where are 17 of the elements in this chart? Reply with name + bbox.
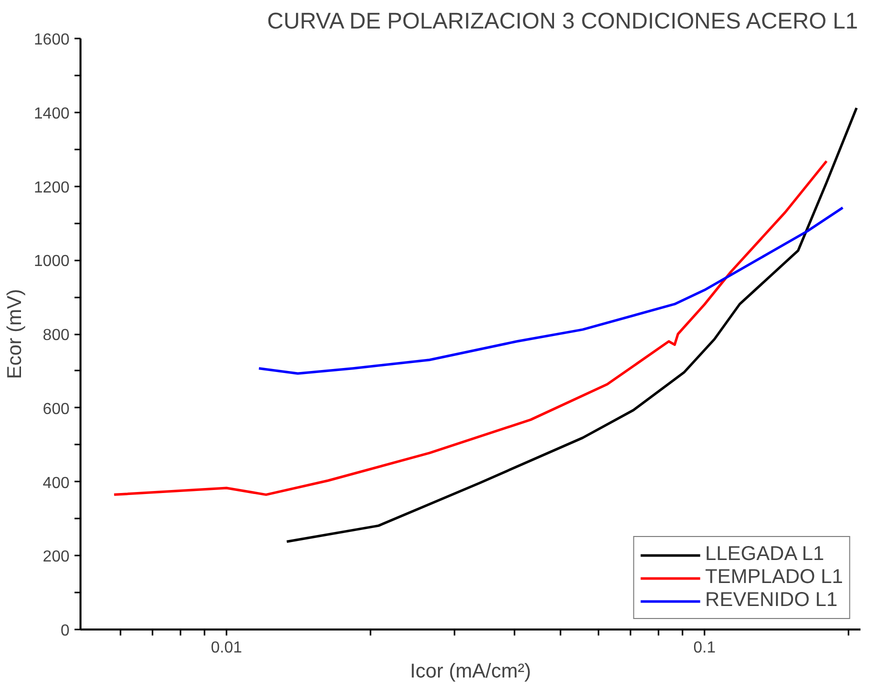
y-axis-title: Ecor (mV) <box>4 289 26 379</box>
y-tick-label: 600 <box>42 400 70 418</box>
y-tick-label: 1400 <box>34 105 70 122</box>
x-axis-title: Icor (mA/cm²) <box>410 660 532 682</box>
y-tick-label: 1600 <box>34 32 70 48</box>
x-tick-label: 0.01 <box>210 640 242 656</box>
x-tick-label: 0.1 <box>693 640 716 656</box>
legend-label: TEMPLADO L1 <box>705 566 843 589</box>
legend-label: LLEGADA L1 <box>705 543 824 566</box>
y-tick-label: 800 <box>42 327 70 344</box>
y-tick-label: 200 <box>42 548 70 566</box>
y-tick-label: 1200 <box>34 179 70 196</box>
y-tick-label: 400 <box>42 474 70 492</box>
y-tick-label: 0 <box>60 622 70 640</box>
chart-title: CURVA DE POLARIZACION 3 CONDICIONES ACERO L1 <box>267 8 858 34</box>
y-tick-label: 1000 <box>34 253 70 270</box>
legend-label: REVENIDO L1 <box>705 589 838 612</box>
